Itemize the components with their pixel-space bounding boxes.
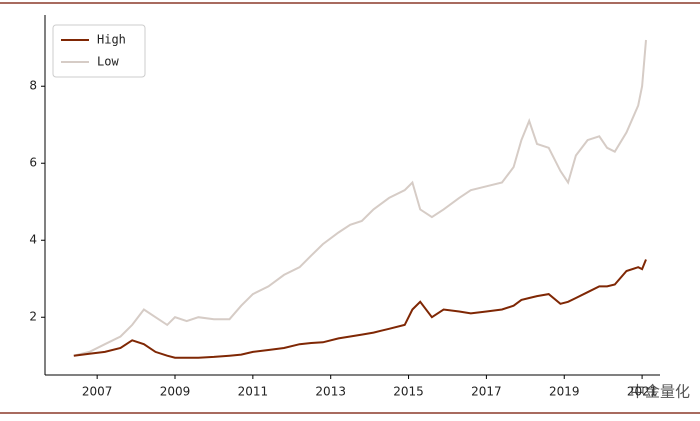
x-tick-label: 2019 [549,385,580,399]
x-tick-label: 2011 [238,385,269,399]
x-tick-label: 2013 [315,385,346,399]
y-tick-label: 8 [29,79,37,93]
series-line [73,259,647,359]
y-tick-label: 4 [29,233,37,247]
legend-label: High [97,33,126,47]
legend-box [52,24,146,78]
x-tick-label: 2007 [82,385,113,399]
y-tick-label: 6 [29,156,37,170]
x-tick-label: 2009 [160,385,191,399]
series-line [73,39,647,357]
x-tick-label: 2015 [393,385,424,399]
legend-label: Low [97,55,119,69]
x-tick-label: 2021 [627,385,658,399]
x-tick-label: 2017 [471,385,502,399]
watermark: 中金量化 [630,383,690,401]
y-tick-label: 2 [29,310,37,324]
